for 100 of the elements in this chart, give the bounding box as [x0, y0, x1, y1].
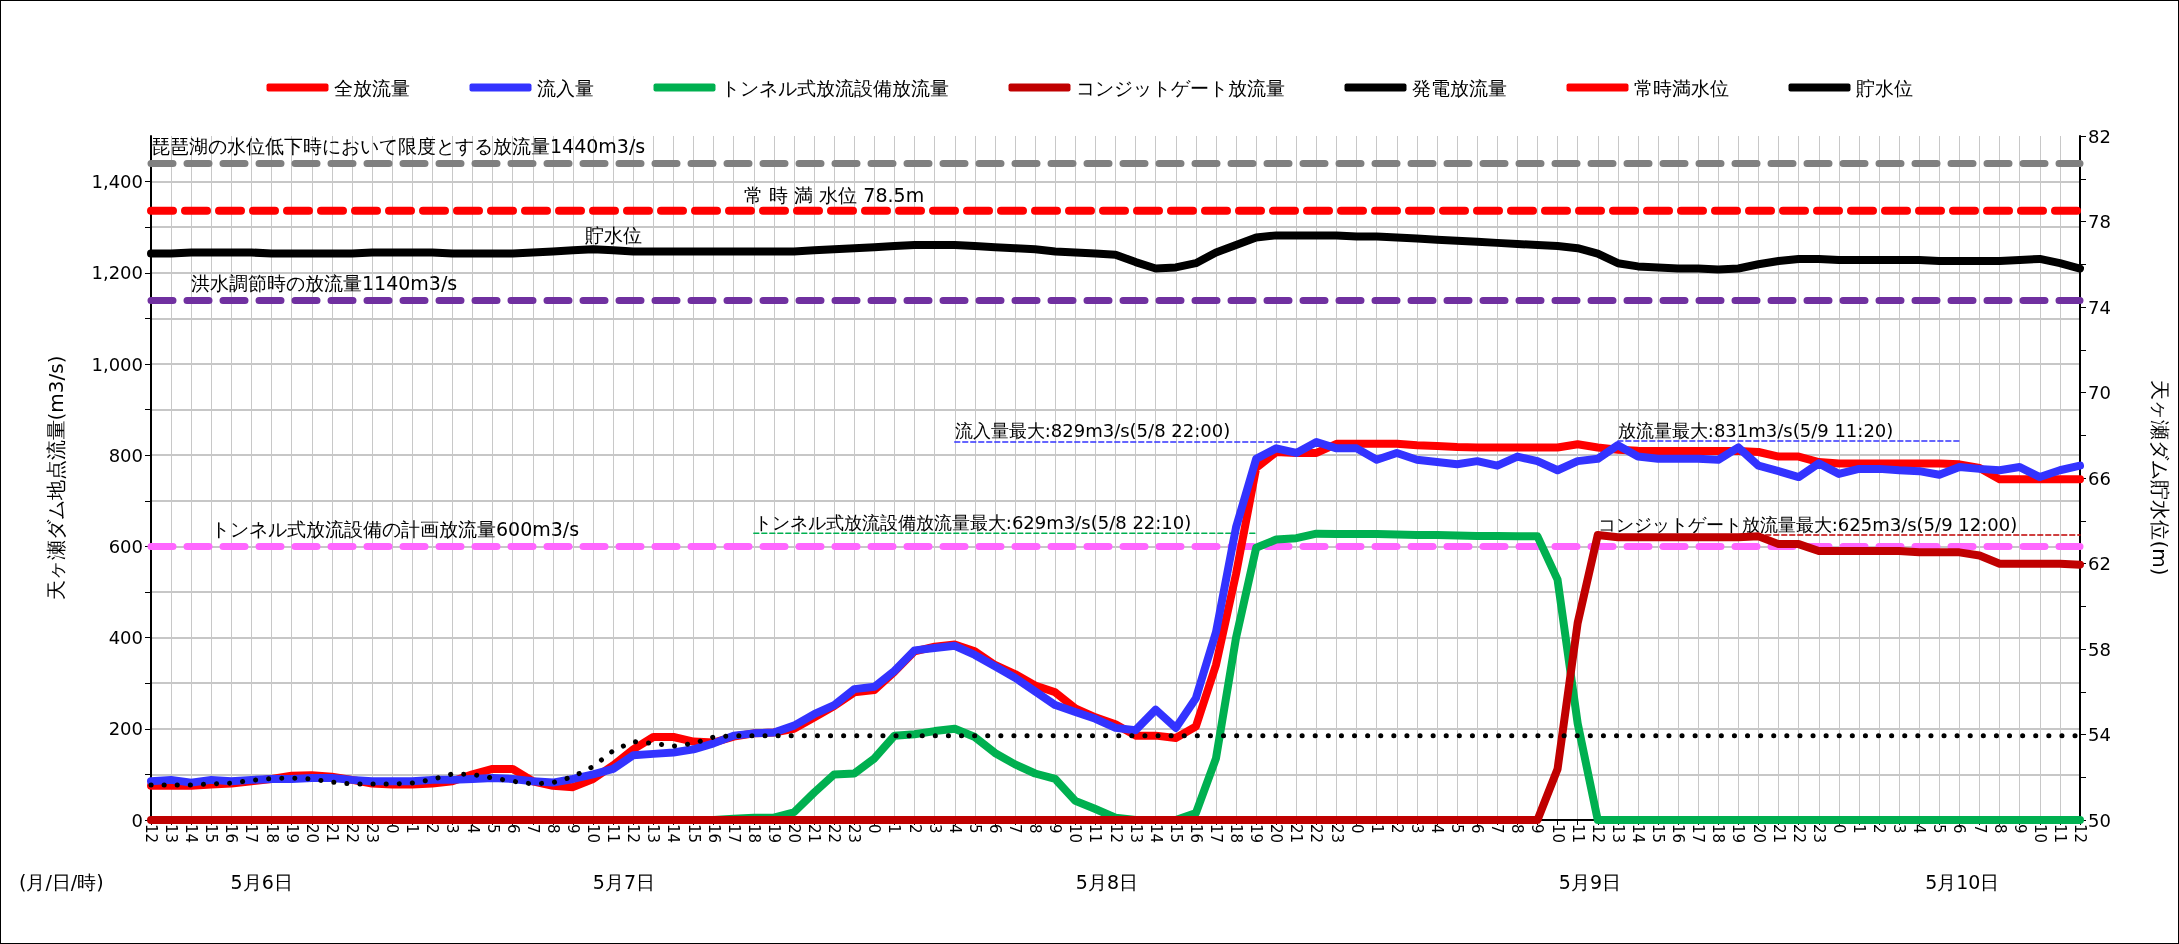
- x-tick-label: 9: [563, 824, 582, 834]
- x-tick-label: 18: [744, 824, 763, 844]
- x-tick-label: 2: [905, 824, 924, 834]
- x-tick-label: 16: [1669, 824, 1688, 844]
- x-tick-label: 3: [443, 824, 462, 834]
- x-tick-label: 20: [785, 824, 803, 844]
- y2-tick-label: 82: [2088, 125, 2111, 147]
- y2-tick-label: 74: [2088, 296, 2111, 318]
- x-tick-label: 21: [805, 824, 824, 844]
- x-tick-label: 18: [1227, 824, 1246, 844]
- data-label: 流入量最大:829m3/s(5/8 22:00): [954, 420, 1231, 442]
- ref-line-label: トンネル式放流設備の計画放流量600m3/s: [211, 517, 580, 540]
- x-tick-label: 18: [262, 824, 281, 844]
- x-tick-label: 8: [1508, 824, 1527, 834]
- x-tick-label: 2: [1387, 824, 1406, 834]
- x-tick-label: 19: [1729, 824, 1748, 844]
- legend-label: 発電放流量: [1411, 76, 1507, 99]
- x-tick-label: 6: [1468, 824, 1487, 834]
- x-tick-label: 16: [1186, 824, 1205, 844]
- x-tick-label: 10: [1548, 824, 1567, 844]
- y2-tick-label: 78: [2088, 211, 2111, 232]
- x-tick-label: 8: [543, 824, 562, 834]
- y-tick-label: 1,200: [91, 262, 143, 284]
- x-tick-label: 5: [1448, 824, 1467, 834]
- text: 5月8日: [1075, 870, 1139, 893]
- y2-tick-label: 70: [2088, 382, 2111, 403]
- x-tick-label: 3: [1890, 824, 1909, 834]
- data-label: コンジットゲート放流量最大:625m3/s(5/9 12:00): [1597, 513, 2018, 535]
- y-tick-label: 1,000: [91, 353, 143, 375]
- x-tick-label: 22: [825, 824, 844, 844]
- x-tick-label: 12: [1588, 824, 1607, 844]
- x-tick-label: 1: [1367, 824, 1386, 834]
- x-tick-label: 16: [222, 824, 241, 844]
- x-tick-label: 7: [523, 824, 542, 834]
- y2-tick-label: 58: [2088, 638, 2111, 660]
- legend-label: 貯水位: [1855, 76, 1913, 99]
- x-tick-label: 22: [1307, 824, 1326, 844]
- x-tick-label: 12: [2071, 824, 2089, 844]
- x-tick-label: 14: [182, 824, 201, 844]
- x-tick-label: 0: [1347, 824, 1366, 834]
- x-tick-label: 7: [1488, 824, 1507, 834]
- legend-label: トンネル式放流設備放流量: [720, 76, 949, 99]
- x-tick-label: 17: [1689, 824, 1708, 844]
- x-tick-label: 9: [1528, 824, 1547, 834]
- x-tick-label: 5: [965, 824, 984, 834]
- x-tick-label: 3: [925, 824, 944, 834]
- x-tick-label: 21: [322, 824, 341, 844]
- x-tick-label: 23: [845, 824, 864, 844]
- ref-line-label: 洪水調節時の放流量1140m3/s: [191, 271, 458, 294]
- x-tick-label: 13: [644, 824, 663, 844]
- y-tick-label: 200: [108, 718, 143, 740]
- y2-axis-title: 天ヶ瀬ダム貯水位(m): [2148, 380, 2172, 576]
- x-tick-label: 12: [624, 824, 643, 844]
- x-tick-label: 7: [1970, 824, 1989, 834]
- x-tick-label: 0: [1829, 824, 1848, 834]
- text: (月/日/時): [19, 870, 104, 893]
- x-tick-label: 5: [1930, 824, 1949, 834]
- x-tick-label: 17: [724, 824, 743, 844]
- x-tick-label: 20: [302, 824, 321, 844]
- x-tick-label: 4: [463, 824, 482, 834]
- y2-tick-label: 54: [2088, 724, 2111, 745]
- x-tick-label: 16: [704, 824, 723, 844]
- x-tick-label: 22: [342, 824, 361, 844]
- legend-label: 全放流量: [333, 76, 410, 99]
- x-tick-label: 0: [383, 824, 402, 834]
- text: 5月7日: [592, 870, 656, 893]
- x-tick-label: 2: [1870, 824, 1889, 834]
- x-tick-label: 1: [1849, 824, 1868, 834]
- x-tick-label: 21: [1287, 824, 1306, 844]
- x-tick-label: 6: [1950, 824, 1969, 834]
- text: 5月6日: [230, 870, 293, 893]
- x-tick-label: 10: [1066, 824, 1085, 844]
- x-tick-label: 0: [865, 824, 884, 834]
- x-tick-label: 6: [985, 824, 1004, 834]
- x-tick-label: 11: [1568, 824, 1587, 844]
- legend-label: 流入量: [536, 76, 594, 99]
- x-tick-label: 23: [1809, 824, 1828, 844]
- x-tick-label: 17: [1206, 824, 1225, 844]
- x-tick-label: 5: [483, 824, 502, 834]
- x-tick-label: 15: [1166, 824, 1185, 844]
- x-tick-label: 14: [664, 824, 683, 844]
- x-tick-label: 10: [584, 824, 603, 844]
- x-tick-label: 15: [684, 824, 703, 844]
- x-tick-label: 13: [1608, 824, 1627, 844]
- x-tick-label: 14: [1628, 824, 1647, 844]
- data-label: 常 時 満 水位 78.5m: [744, 184, 925, 207]
- text: 5月9日: [1558, 870, 1622, 893]
- legend-label: 常時満水位: [1633, 76, 1729, 99]
- y-tick-label: 400: [108, 627, 143, 649]
- x-tick-label: 15: [202, 824, 221, 844]
- x-tick-label: 22: [1789, 824, 1808, 844]
- x-tick-label: 12: [142, 824, 160, 844]
- y2-tick-label: 50: [2088, 809, 2111, 831]
- y-tick-label: 1,400: [91, 171, 143, 193]
- x-tick-label: 3: [1407, 824, 1426, 834]
- x-tick-label: 8: [1026, 824, 1045, 834]
- x-tick-label: 10: [2030, 824, 2049, 844]
- x-tick-label: 20: [1267, 824, 1286, 844]
- x-tick-label: 19: [1247, 824, 1266, 844]
- x-tick-label: 18: [1709, 824, 1728, 844]
